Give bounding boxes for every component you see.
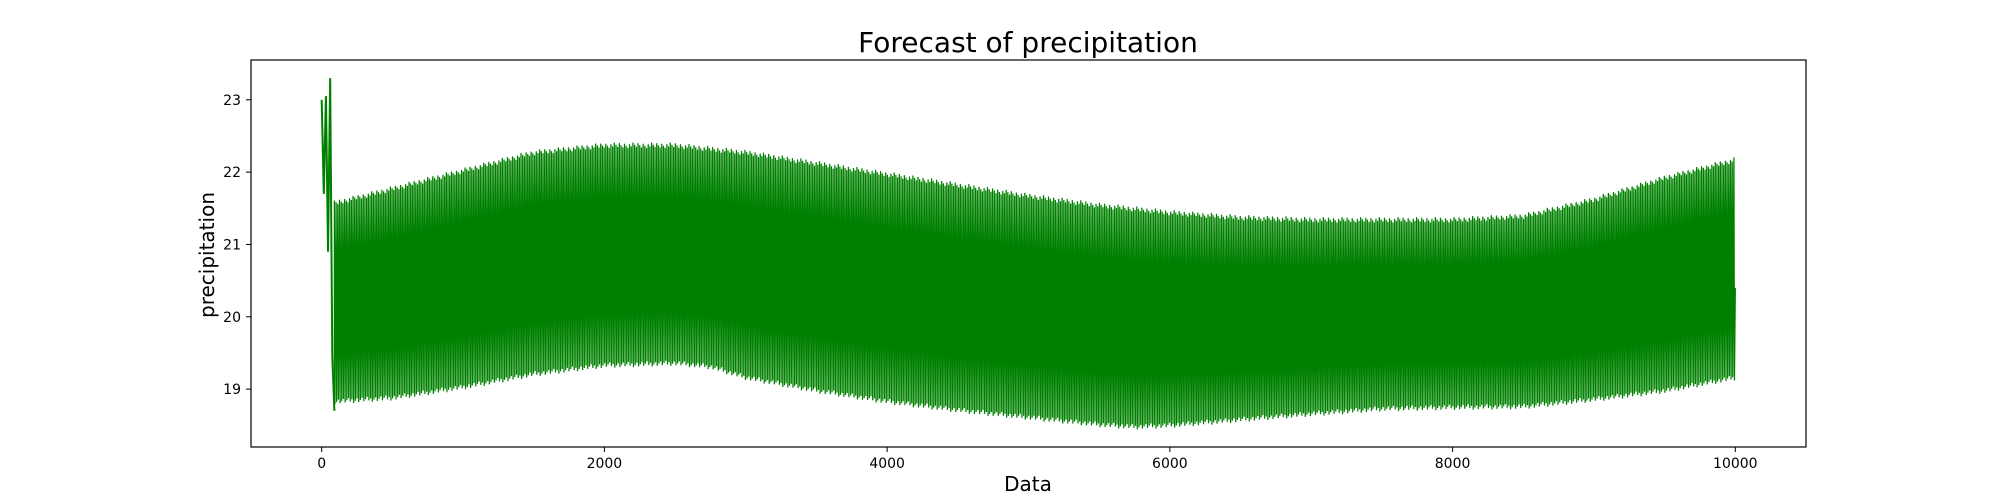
- x-tick-label: 0: [317, 456, 326, 472]
- y-tick-label: 21: [223, 237, 241, 253]
- x-tick-label: 8000: [1435, 456, 1471, 472]
- plot-area: [320, 78, 1736, 430]
- x-tick-label: 2000: [587, 456, 623, 472]
- chart-title: Forecast of precipitation: [858, 26, 1198, 59]
- series-line-oscillation: [333, 142, 1736, 430]
- x-axis-title: Data: [1004, 472, 1052, 496]
- y-tick-label: 20: [223, 310, 241, 326]
- axes: 0 2000 4000 6000 8000 10000 19 20 21 22 23: [223, 59, 1807, 472]
- y-tick-label: 22: [223, 165, 241, 181]
- axes-frame: [250, 59, 1807, 448]
- series-line-start-spikes: [320, 78, 336, 411]
- y-axis-title: precipitation: [195, 192, 219, 318]
- x-tick-label: 4000: [869, 456, 905, 472]
- x-tick-label: 6000: [1152, 456, 1188, 472]
- x-tick-label: 10000: [1713, 456, 1758, 472]
- y-tick-label: 23: [223, 93, 241, 109]
- y-tick-label: 19: [223, 382, 241, 398]
